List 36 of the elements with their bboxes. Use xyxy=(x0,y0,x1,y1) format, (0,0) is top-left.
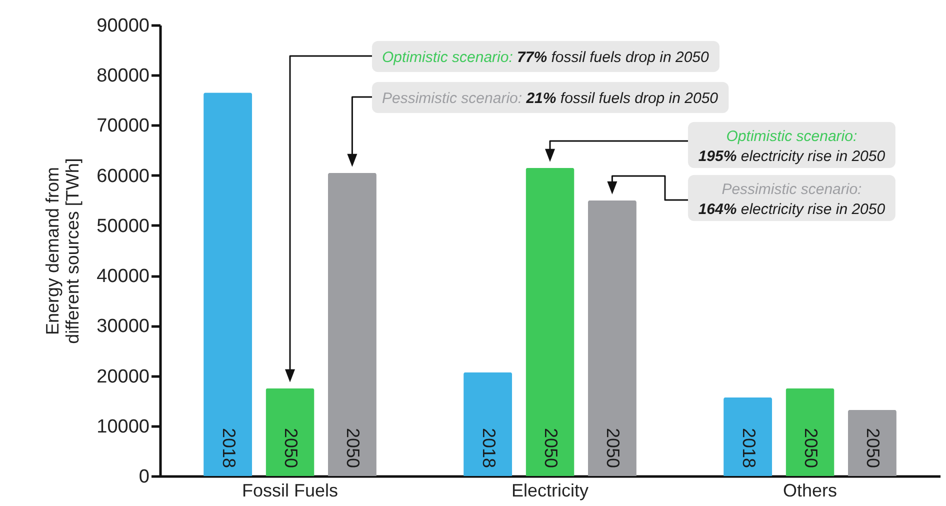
text: 2018 xyxy=(738,428,759,468)
bar xyxy=(724,397,772,476)
text: 2050 xyxy=(541,428,561,468)
annotation: Pessimistic scenario: 164% electricity rise in 2050 xyxy=(698,181,886,218)
y-tick-label: 70000 xyxy=(96,116,150,137)
annotation: Optimistic scenario: 195% electricity rise in 2050 xyxy=(698,128,886,165)
annotation: Optimistic scenario: 77% fossil fuels drop in 2050 xyxy=(382,49,710,66)
bar xyxy=(204,92,252,476)
series-label: 2018 xyxy=(218,428,239,468)
y-tick-label: 90000 xyxy=(96,16,150,36)
y-tick-label: 0 xyxy=(138,466,150,488)
bar xyxy=(328,172,376,476)
y-axis-title: Energy demand from different sources [TWh] xyxy=(42,158,83,344)
text: 2050 xyxy=(863,428,884,468)
text: 2050 xyxy=(801,428,821,468)
y-tick-label: 80000 xyxy=(96,66,150,87)
x-tick-label: Others xyxy=(782,480,838,500)
y-tick-label: 10000 xyxy=(96,416,150,438)
bar xyxy=(526,168,574,476)
bar xyxy=(464,372,512,476)
series-label: 2050 xyxy=(281,428,301,468)
bar xyxy=(848,410,896,476)
text: 2018 xyxy=(478,428,499,468)
y-tick-label: 20000 xyxy=(96,366,150,388)
x-tick-label: Fossil Fuels xyxy=(242,480,338,500)
bar xyxy=(588,200,636,476)
series-label: 2050 xyxy=(343,428,364,468)
x-tick-label: Electricity xyxy=(511,480,589,500)
y-tick-label: 40000 xyxy=(96,266,150,288)
annotation: Pessimistic scenario: 21% fossil fuels drop in 2050 xyxy=(382,90,719,107)
bar xyxy=(786,388,834,476)
y-tick-label: 30000 xyxy=(96,316,150,338)
y-tick-label: 60000 xyxy=(96,166,150,187)
text: 2050 xyxy=(603,428,624,468)
y-tick-label: 50000 xyxy=(96,216,150,237)
bar xyxy=(266,388,314,476)
